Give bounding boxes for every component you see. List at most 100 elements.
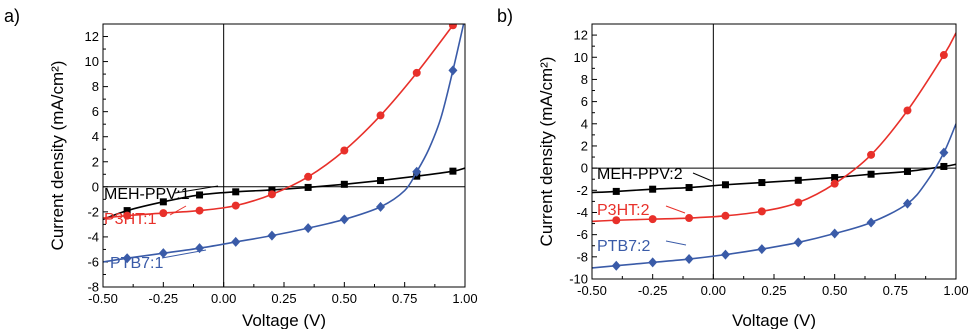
series-label-leader (161, 249, 207, 259)
data-point (794, 198, 803, 207)
series-line (103, 24, 465, 263)
data-point (903, 106, 912, 115)
y-tick-label: 10 (85, 54, 99, 69)
data-point (612, 187, 620, 195)
x-tick-label: 0.75 (392, 291, 417, 306)
y-tick-label: 10 (574, 50, 588, 65)
series-label: PTB7:1 (110, 255, 163, 272)
data-point (304, 183, 312, 191)
plot-frame (102, 23, 466, 288)
data-point (304, 172, 313, 181)
data-point (340, 180, 348, 188)
data-point (158, 248, 168, 259)
panel-label: a) (4, 6, 20, 26)
x-tick-label: 0.00 (701, 283, 726, 298)
data-point (939, 51, 948, 60)
data-point (866, 217, 876, 228)
data-point (649, 185, 657, 193)
data-point (412, 166, 422, 177)
x-tick-label: 0.00 (211, 291, 236, 306)
data-point (867, 170, 875, 178)
data-point (448, 24, 457, 30)
series-P3HT:2 (592, 32, 956, 225)
y-tick-label: 6 (581, 94, 588, 109)
data-point (196, 191, 204, 199)
series-label: MEH-PPV:2 (597, 166, 683, 183)
series-label-leader (692, 172, 713, 182)
data-point (611, 260, 621, 271)
x-tick-label: 0.25 (761, 283, 786, 298)
data-point (612, 216, 621, 225)
data-point (449, 167, 457, 175)
series-label-leader (174, 185, 219, 194)
y-tick-label: 2 (581, 138, 588, 153)
data-point (648, 257, 658, 268)
y-tick-label: 8 (92, 79, 99, 94)
x-tick-label: -0.50 (88, 291, 118, 306)
series-line (592, 32, 956, 223)
data-point (720, 249, 730, 260)
data-point (757, 244, 767, 255)
data-point (376, 111, 385, 120)
x-tick-label: -0.50 (577, 283, 607, 298)
data-point (159, 198, 167, 206)
series-label: PTB7:2 (597, 238, 650, 255)
y-tick-label: -8 (576, 249, 588, 264)
y-tick-label: -10 (569, 272, 588, 287)
data-point (721, 181, 729, 189)
data-point (793, 237, 803, 248)
x-axis-title: Voltage (V) (242, 311, 326, 329)
series-label-leader (665, 205, 686, 214)
data-point (123, 211, 132, 220)
y-tick-label: 2 (92, 154, 99, 169)
data-point (267, 230, 277, 241)
data-point (267, 190, 276, 199)
y-tick-label: 0 (581, 161, 588, 176)
series-label-leader (665, 240, 687, 246)
data-point (231, 201, 240, 210)
data-point (159, 209, 168, 218)
data-point (940, 162, 948, 170)
y-tick-label: -6 (87, 254, 99, 269)
y-tick-label: 8 (581, 72, 588, 87)
series-PTB7:1 (103, 24, 465, 264)
data-point (377, 177, 385, 185)
data-point (412, 68, 421, 77)
data-point (684, 254, 694, 265)
y-tick-label: -8 (87, 280, 99, 295)
x-tick-label: 0.25 (271, 291, 296, 306)
x-tick-label: -0.25 (638, 283, 668, 298)
y-tick-label: -6 (576, 227, 588, 242)
x-tick-label: -0.25 (149, 291, 179, 306)
data-point (685, 214, 694, 223)
y-tick-label: -2 (576, 183, 588, 198)
data-point (903, 167, 911, 175)
data-point (757, 207, 766, 216)
series-label: P3HT:2 (597, 202, 650, 219)
data-point (830, 228, 840, 239)
x-axis-title: Voltage (V) (732, 311, 816, 329)
data-point (902, 198, 912, 209)
data-point (123, 207, 131, 215)
y-tick-label: 6 (92, 104, 99, 119)
data-point (758, 179, 766, 187)
data-point (231, 236, 241, 247)
data-point (195, 206, 204, 215)
data-point (339, 214, 349, 225)
chart-panel-a: a) -0.50 -0.25 0.00 0.25 0.50 0.75 1.00 -8 -6 -4 -2… (4, 6, 478, 329)
series-MEH-PPV:2 (592, 162, 956, 195)
plot-frame (591, 23, 957, 280)
y-tick-label: -4 (87, 229, 99, 244)
series-PTB7:2 (592, 123, 956, 271)
data-point (268, 186, 276, 194)
series-label-leader (169, 205, 187, 216)
data-point (685, 184, 693, 192)
data-point (303, 223, 313, 234)
y-tick-label: 4 (92, 129, 99, 144)
data-point (340, 146, 349, 155)
x-tick-label: 0.50 (822, 283, 847, 298)
y-tick-label: 12 (85, 29, 99, 44)
y-tick-label: -2 (87, 204, 99, 219)
data-point (376, 201, 386, 212)
y-tick-label: -4 (576, 205, 588, 220)
